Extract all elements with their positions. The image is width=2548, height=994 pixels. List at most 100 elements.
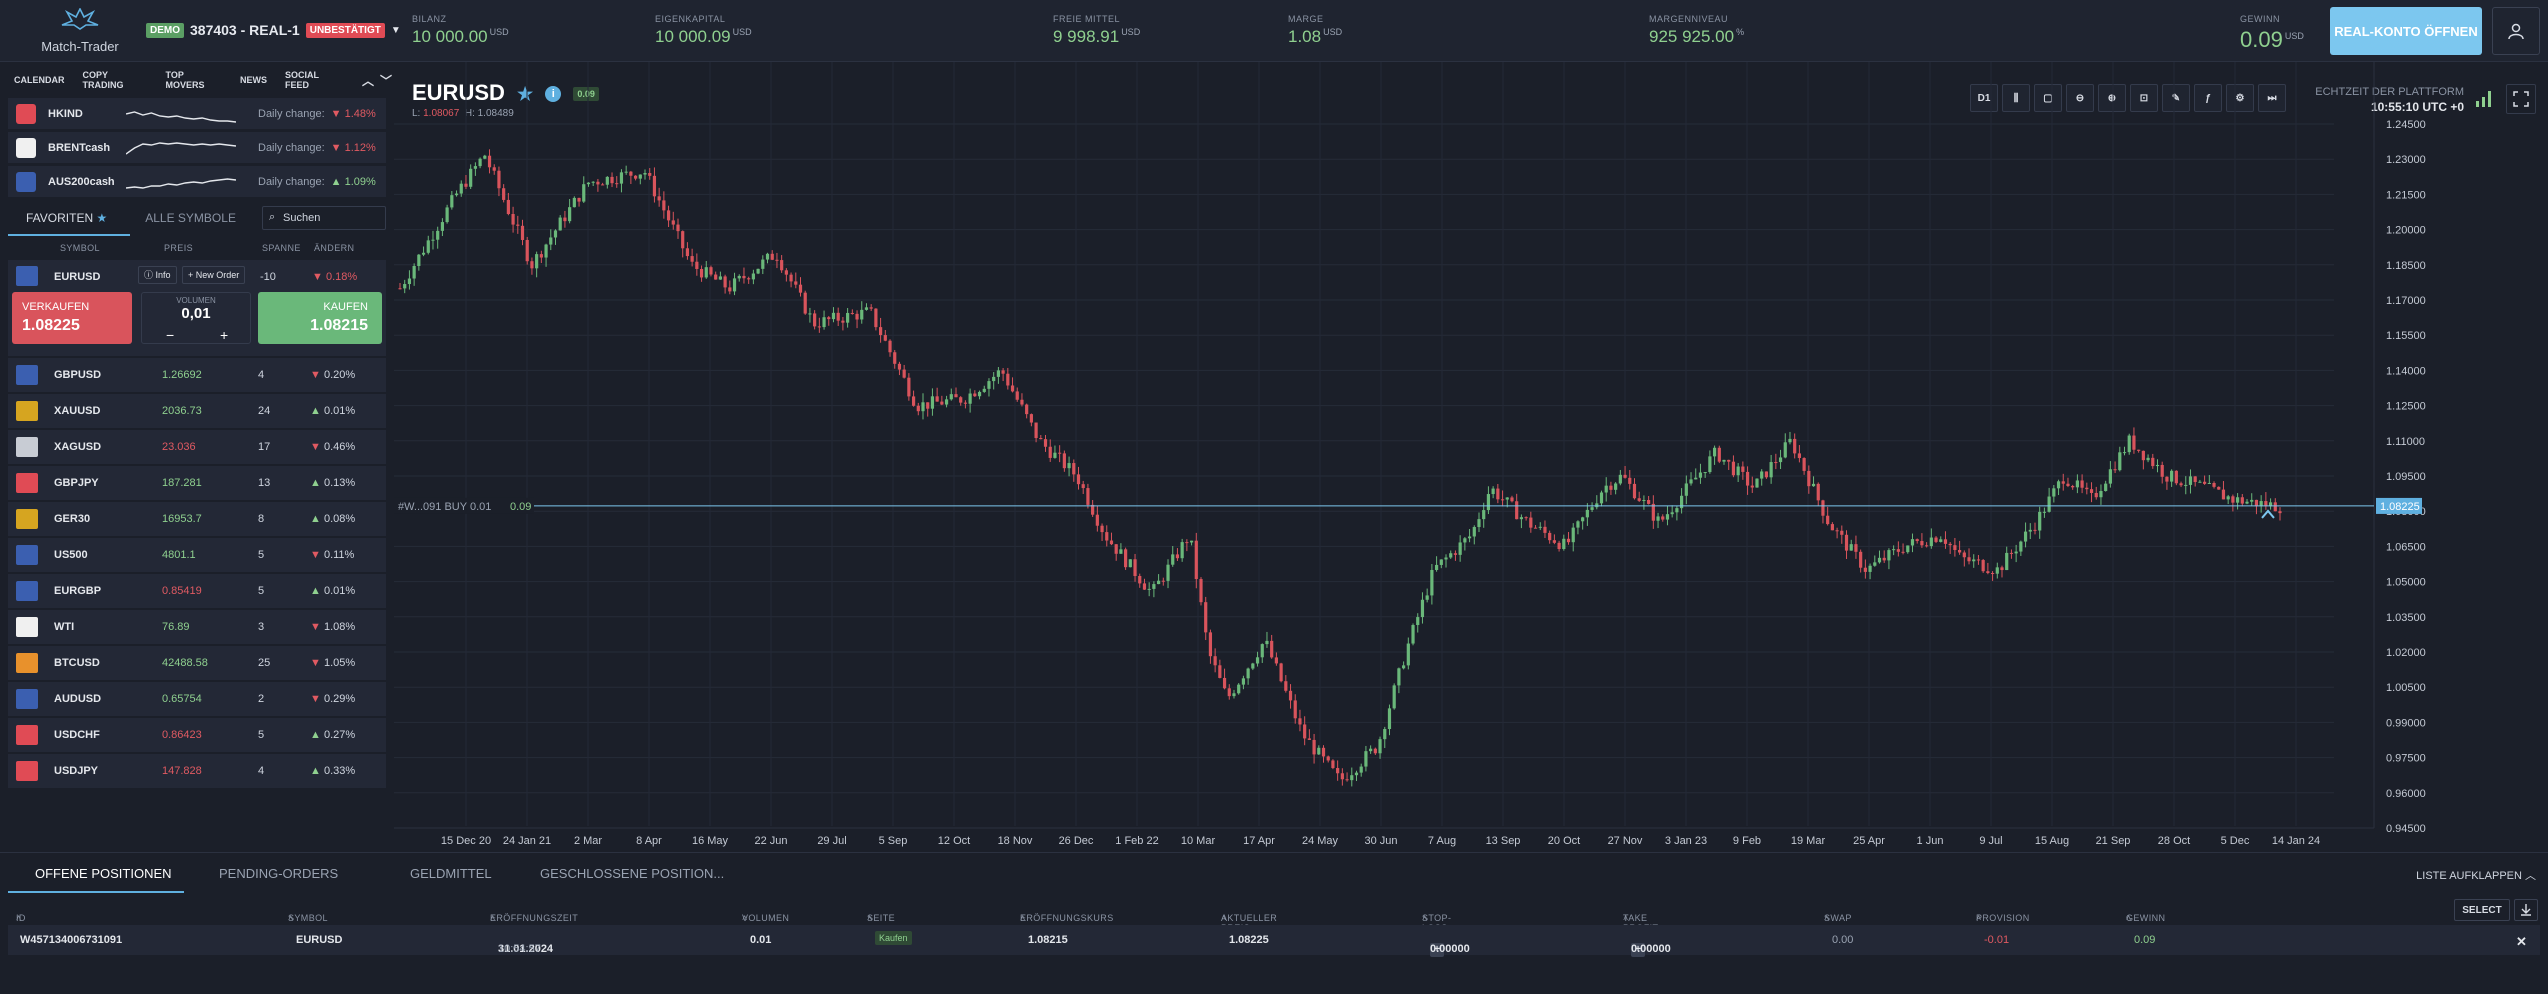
candle-body: [1133, 559, 1137, 577]
gear-icon[interactable]: ⚙: [2226, 84, 2254, 112]
download-button[interactable]: [2514, 899, 2538, 921]
symbol-price: 23.036: [162, 441, 196, 453]
price-chart[interactable]: 1.24500 1.23000 1.21500 1.20000 1.18500 1.170…: [394, 62, 2548, 848]
symbol-row[interactable]: US500 4801.1 5 ▼ 0.11%: [8, 538, 386, 572]
candle-body: [2042, 511, 2047, 513]
symbol-row[interactable]: XAUUSD 2036.73 24 ▲ 0.01%: [8, 394, 386, 428]
search-input[interactable]: ⌕ Suchen: [262, 206, 386, 230]
x-tick-label: 14 Jan 24: [2272, 835, 2320, 847]
open-real-account-button[interactable]: REAL-KONTO ÖFFNEN: [2330, 7, 2482, 55]
candle-body: [1515, 501, 1519, 520]
expand-list-button[interactable]: LISTE AUFKLAPPEN ︿: [2416, 867, 2536, 883]
square-icon[interactable]: ▢: [2034, 84, 2062, 112]
chevron-up-icon[interactable]: [2261, 509, 2275, 519]
tab-pending-orders[interactable]: PENDING-ORDERS: [219, 866, 339, 881]
candle-body: [808, 313, 812, 315]
candle-body: [1029, 414, 1033, 423]
zoom-out-icon[interactable]: ⊖: [2066, 84, 2094, 112]
symbol-row[interactable]: USDJPY 147.828 4 ▲ 0.33%: [8, 754, 386, 788]
tab-news[interactable]: NEWS: [239, 75, 267, 85]
buy-button[interactable]: KAUFEN 1.08215: [258, 292, 382, 344]
candle-body: [1274, 657, 1278, 664]
candle-body: [2170, 470, 2174, 482]
candle-body: [1312, 739, 1316, 755]
indicator-icon[interactable]: ƒ: [2194, 84, 2222, 112]
stat-number: 925 925.00: [1649, 27, 1735, 46]
stat-value: 10 000.00 USD: [412, 27, 509, 47]
tab-funds[interactable]: GELDMITTEL: [410, 866, 492, 881]
x-tick-label: 15 Aug: [2035, 835, 2069, 847]
tab-closed-positions[interactable]: GESCHLOSSENE POSITION...: [540, 866, 725, 881]
tab-favorites[interactable]: FAVORITEN ★: [26, 211, 107, 225]
symbol-change-value: 0.46%: [323, 441, 356, 453]
candle-body: [1910, 539, 1915, 546]
symbol-name: WTI: [54, 621, 75, 633]
candle-body: [2009, 552, 2014, 554]
selected-symbol-row[interactable]: EURUSD ⓘ Info + New Order -10 ▼ 0.18% VE…: [8, 260, 386, 356]
info-button[interactable]: ⓘ Info: [138, 266, 177, 284]
volume-plus-button[interactable]: +: [220, 327, 229, 343]
user-button[interactable]: [2492, 7, 2540, 55]
fullscreen-button[interactable]: [2506, 84, 2536, 114]
flag-icon: [16, 653, 38, 673]
x-tick-label: 18 Nov: [998, 835, 1033, 847]
timeframe-button[interactable]: D1: [1970, 84, 1998, 112]
symbol-name: GBPJPY: [54, 477, 99, 489]
signal-icon: [2476, 91, 2491, 107]
select-button[interactable]: SELECT: [2454, 899, 2510, 921]
symbol-row[interactable]: USDCHF 0.86423 5 ▲ 0.27%: [8, 718, 386, 752]
candle-body: [1628, 477, 1632, 484]
high-label: H:: [464, 108, 475, 119]
symbol-row[interactable]: BTCUSD 42488.58 25 ▼ 1.05%: [8, 646, 386, 680]
fit-icon[interactable]: ⊡: [2130, 84, 2158, 112]
candle-body: [1901, 551, 1905, 553]
stat-value: 9 998.91 USD: [1053, 27, 1140, 47]
symbol-row[interactable]: EURGBP 0.85419 5 ▲ 0.01%: [8, 574, 386, 608]
volume-value[interactable]: 0,01: [181, 305, 211, 322]
candle-body: [1241, 678, 1246, 685]
position-side-badge: Kaufen: [875, 931, 912, 945]
info-icon[interactable]: i: [545, 86, 562, 103]
zoom-in-icon[interactable]: ⊕: [2098, 84, 2126, 112]
tab-top-movers[interactable]: TOP MOVERS: [165, 70, 205, 90]
arrow-up-icon: ▲: [310, 513, 324, 525]
chevron-up-icon[interactable]: ︿: [361, 73, 374, 88]
tab-social-feed[interactable]: SOCIAL FEED: [284, 70, 319, 90]
symbol-row[interactable]: AUDUSD 0.65754 2 ▼ 0.29%: [8, 682, 386, 716]
position-line-label[interactable]: #W...091 BUY 0.01: [398, 501, 491, 513]
new-order-button[interactable]: + New Order: [182, 266, 246, 284]
candle-body: [520, 225, 525, 240]
col-header-label: SEITE: [867, 913, 896, 923]
account-selector[interactable]: DEMO 387403 - REAL-1 UNBESTÄTIGT ▼: [146, 22, 401, 38]
table-row[interactable]: W457134006731091 EURUSD 31.01.2024 10:54…: [8, 925, 2540, 957]
volume-minus-button[interactable]: −: [166, 327, 175, 343]
mover-row[interactable]: BRENTcash Daily change: ▼ 1.12%: [8, 132, 386, 163]
user-icon: [2508, 23, 2524, 40]
skip-end-icon[interactable]: ⏭: [2258, 84, 2286, 112]
volume-stepper[interactable]: VOLUMEN 0,01 − +: [141, 292, 251, 344]
candle-body: [2061, 481, 2065, 484]
arrow-down-icon: ▼: [310, 621, 324, 633]
sell-button[interactable]: VERKAUFEN 1.08225: [12, 292, 132, 344]
candles-icon[interactable]: ⫼: [2002, 84, 2030, 112]
mover-row[interactable]: AUS200cash Daily change: ▲ 1.09%: [8, 166, 386, 197]
pencil-icon[interactable]: ✎: [2162, 84, 2190, 112]
chevron-down-icon[interactable]: ﹀: [379, 73, 392, 88]
symbol-row[interactable]: XAGUSD 23.036 17 ▼ 0.46%: [8, 430, 386, 464]
symbol-row[interactable]: GER30 16953.7 8 ▲ 0.08%: [8, 502, 386, 536]
tab-calendar[interactable]: CALENDAR: [14, 75, 65, 85]
flag-icon: [16, 725, 38, 745]
symbol-row[interactable]: WTI 76.89 3 ▼ 1.08%: [8, 610, 386, 644]
candle-body: [2184, 484, 2188, 486]
tab-open-positions[interactable]: OFFENE POSITIONEN: [35, 866, 172, 881]
tab-all-symbols[interactable]: ALLE SYMBOLE: [145, 211, 236, 225]
candle-body: [907, 377, 911, 397]
close-icon[interactable]: ✕: [2516, 934, 2527, 949]
symbol-row[interactable]: GBPJPY 187.281 13 ▲ 0.13%: [8, 466, 386, 500]
symbol-row[interactable]: GBPUSD 1.26692 4 ▼ 0.20%: [8, 358, 386, 392]
y-tick-label: 1.24500: [2386, 119, 2426, 131]
star-icon[interactable]: ★: [517, 84, 534, 104]
y-tick-label: 0.97500: [2386, 753, 2426, 765]
mover-row[interactable]: HKIND Daily change: ▼ 1.48%: [8, 98, 386, 129]
tab-copy-trading[interactable]: COPY TRADING: [82, 70, 124, 90]
